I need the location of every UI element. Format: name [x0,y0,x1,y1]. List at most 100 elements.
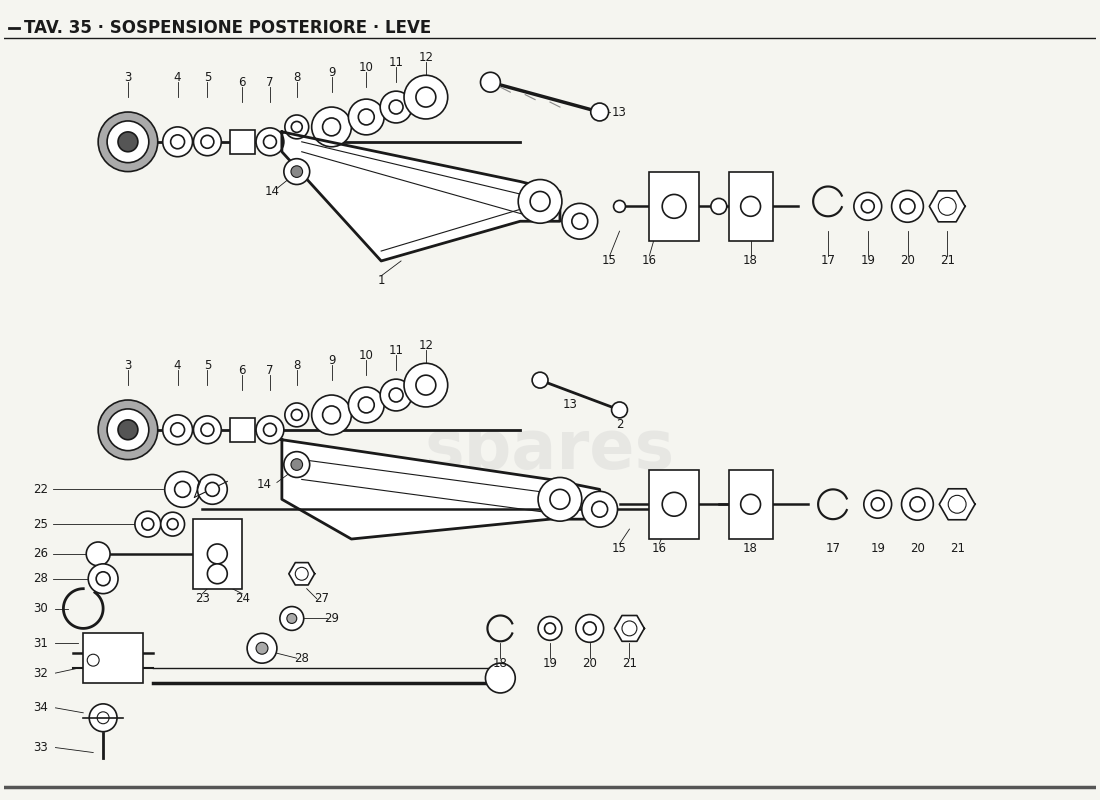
Text: 28: 28 [295,652,309,665]
Text: 14: 14 [264,185,279,198]
Circle shape [161,512,185,536]
Circle shape [416,375,436,395]
Circle shape [287,614,297,623]
Circle shape [948,495,966,514]
Circle shape [538,478,582,521]
Circle shape [292,166,302,178]
Circle shape [592,502,607,517]
Circle shape [206,482,219,496]
Text: 14: 14 [257,478,272,491]
Circle shape [86,542,110,566]
Text: 21: 21 [949,542,965,555]
Circle shape [404,75,448,119]
Text: 16: 16 [641,254,657,267]
Circle shape [194,128,221,156]
Circle shape [381,379,412,411]
FancyBboxPatch shape [230,418,255,442]
Text: 18: 18 [493,657,508,670]
Circle shape [97,712,109,724]
Circle shape [910,497,925,512]
Polygon shape [282,132,560,261]
Text: 3: 3 [124,70,132,84]
Text: 15: 15 [612,542,627,555]
Circle shape [98,112,157,171]
Text: 5: 5 [204,70,211,84]
Circle shape [256,642,268,654]
Circle shape [389,100,403,114]
Circle shape [900,199,915,214]
Circle shape [256,128,284,156]
Text: spares: spares [425,417,675,482]
Circle shape [740,197,760,216]
Text: 8: 8 [293,358,300,372]
Circle shape [198,474,228,504]
Circle shape [292,458,302,470]
Polygon shape [930,191,965,222]
Text: 19: 19 [860,254,876,267]
Text: 18: 18 [744,254,758,267]
Text: 11: 11 [388,56,404,69]
Circle shape [170,423,185,437]
Circle shape [194,416,221,444]
Text: 20: 20 [910,542,925,555]
FancyBboxPatch shape [192,519,242,589]
Circle shape [322,406,341,424]
FancyBboxPatch shape [649,470,698,539]
Text: 7: 7 [266,76,274,89]
Circle shape [284,452,310,478]
Text: 2: 2 [616,418,624,431]
FancyBboxPatch shape [84,634,143,683]
Circle shape [662,492,686,516]
Circle shape [485,663,515,693]
Text: 9: 9 [328,354,336,366]
Circle shape [118,420,138,440]
Circle shape [292,122,302,132]
Circle shape [621,621,637,636]
Text: 19: 19 [870,542,886,555]
Text: 30: 30 [34,602,48,615]
Text: 5: 5 [204,358,211,372]
Circle shape [550,490,570,510]
Text: TAV. 35 · SOSPENSIONE POSTERIORE · LEVE: TAV. 35 · SOSPENSIONE POSTERIORE · LEVE [24,18,431,37]
Circle shape [854,193,882,220]
Circle shape [481,72,500,92]
Text: 17: 17 [825,542,840,555]
Circle shape [201,135,213,148]
Polygon shape [939,489,975,520]
Circle shape [530,191,550,211]
Text: 11: 11 [388,344,404,357]
Circle shape [256,416,284,444]
Circle shape [416,87,436,107]
Circle shape [87,654,99,666]
Text: 20: 20 [900,254,915,267]
Circle shape [295,567,308,580]
Text: 33: 33 [34,741,48,754]
Circle shape [118,132,138,152]
Circle shape [740,494,760,514]
FancyBboxPatch shape [230,130,255,154]
Circle shape [311,395,351,434]
Text: 27: 27 [315,592,329,605]
Text: 24: 24 [234,592,250,605]
Text: 22: 22 [34,483,48,496]
Circle shape [871,498,884,510]
Text: 34: 34 [34,702,48,714]
Circle shape [612,402,627,418]
Circle shape [711,198,727,214]
Text: 7: 7 [266,364,274,377]
Text: 12: 12 [418,339,433,352]
FancyBboxPatch shape [728,470,773,539]
Circle shape [562,203,597,239]
Text: 4: 4 [174,358,182,372]
Text: 6: 6 [239,76,246,89]
Circle shape [285,115,309,139]
Circle shape [349,387,384,423]
Text: 16: 16 [651,542,667,555]
Text: 12: 12 [418,51,433,64]
Circle shape [98,400,157,459]
Circle shape [167,518,178,530]
Polygon shape [615,615,645,642]
Circle shape [322,118,341,136]
Circle shape [165,471,200,507]
Circle shape [572,214,587,229]
